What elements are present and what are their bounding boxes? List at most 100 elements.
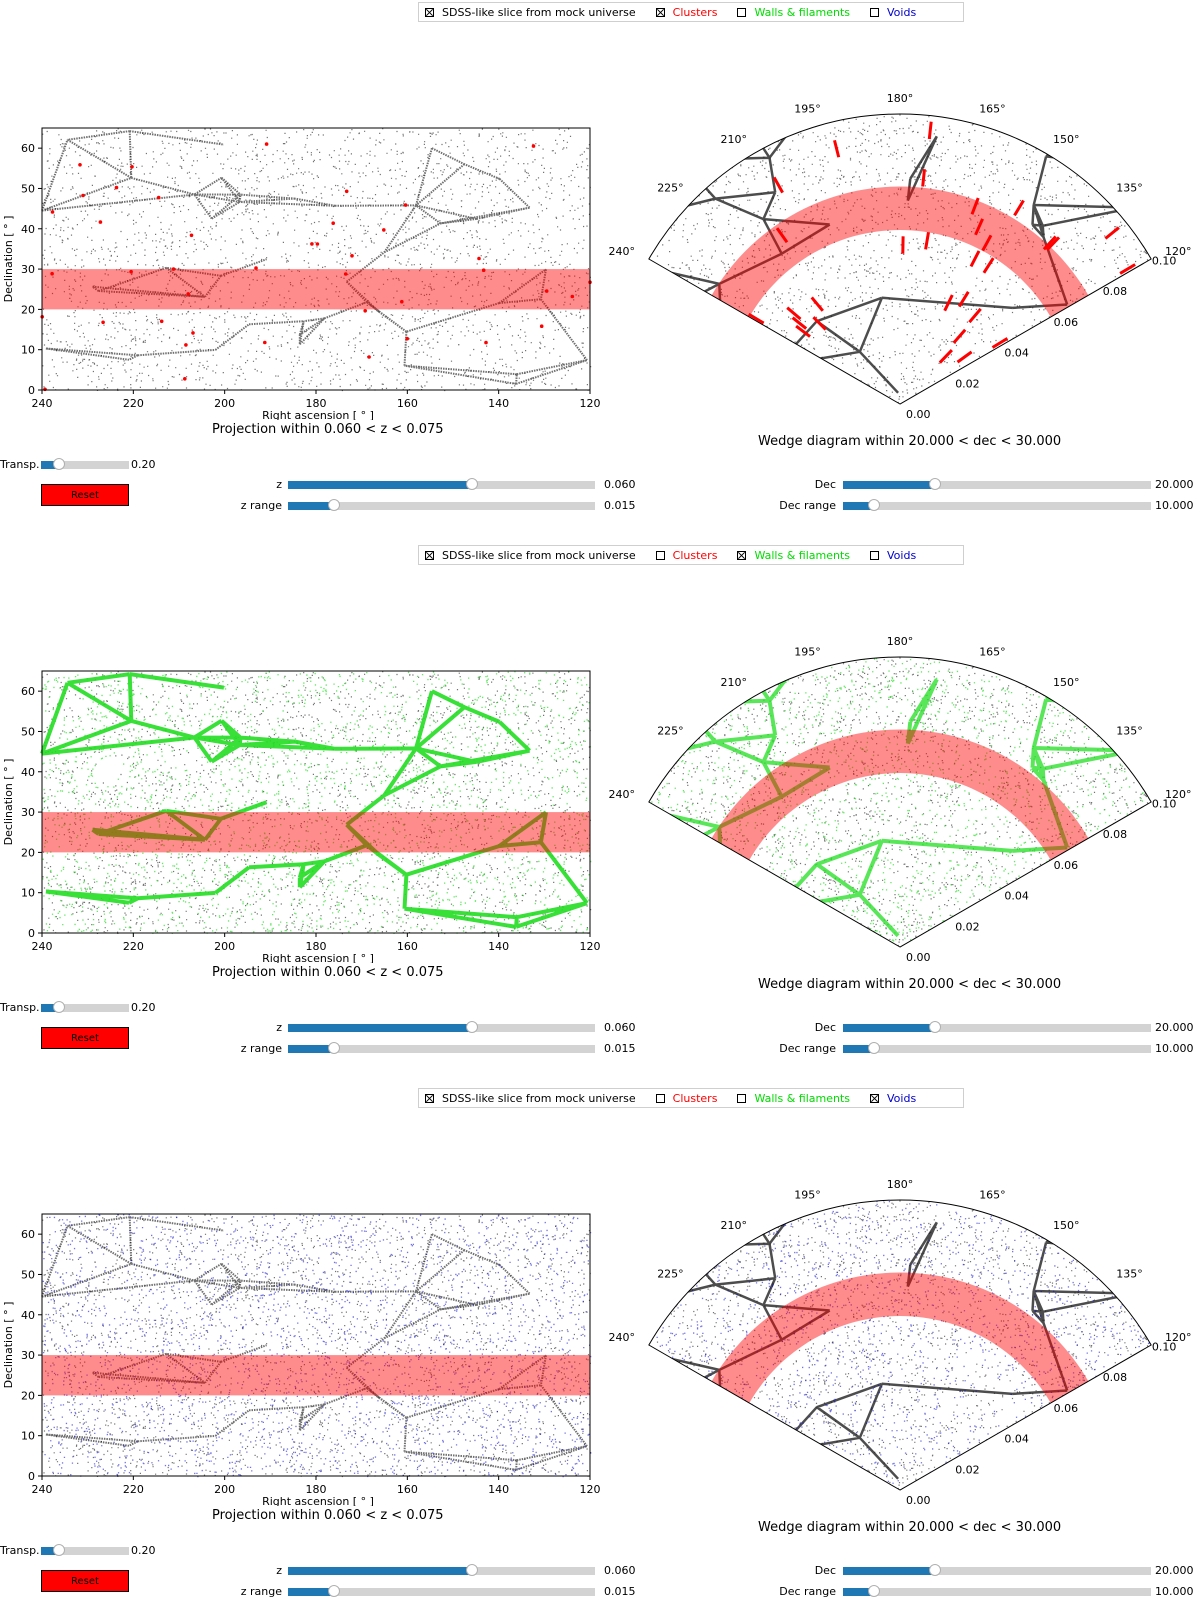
checkbox-voids[interactable] [870, 551, 879, 560]
zrange-slider[interactable] [288, 1588, 595, 1596]
decrange-slider-value: 10.000 [1155, 499, 1194, 512]
wedge-radial-label: 0.00 [906, 951, 931, 964]
reset-button[interactable]: Reset [41, 1570, 129, 1592]
checkbox-sdss[interactable] [425, 1094, 434, 1103]
wedge-angle-label: 135° [1116, 1268, 1143, 1281]
wedge-ticks: 240°225°210°195°180°165°150°135°120°0.00… [609, 635, 1192, 964]
zrange-slider-handle[interactable] [328, 1042, 340, 1054]
projection-points [40, 128, 591, 391]
projection-cluster-point [51, 210, 55, 214]
transp-slider-value: 0.20 [131, 1544, 156, 1557]
projection-cluster-point [265, 142, 269, 146]
projection-xtick-label: 140 [488, 397, 509, 410]
projection-title: Projection within 0.060 < z < 0.075 [212, 1508, 444, 1523]
projection-galaxy-points [42, 128, 591, 391]
checkbox-walls[interactable] [737, 1094, 746, 1103]
z-slider-handle[interactable] [466, 478, 478, 490]
z-slider[interactable] [288, 481, 595, 489]
wedge-plot[interactable]: 240°225°210°195°180°165°150°135°120°0.00… [600, 85, 1200, 435]
projection-title: Projection within 0.060 < z < 0.075 [212, 965, 444, 980]
decrange-slider[interactable] [843, 502, 1151, 510]
wedge-radial-label: 0.04 [1004, 1433, 1029, 1446]
zrange-slider-handle[interactable] [328, 1585, 340, 1597]
projection-ytick-label: 10 [21, 344, 35, 357]
zrange-slider[interactable] [288, 502, 595, 510]
zrange-slider-value: 0.015 [604, 1042, 636, 1055]
wedge-void-points [610, 1200, 1191, 1491]
transp-slider-handle[interactable] [53, 1001, 65, 1013]
reset-button[interactable]: Reset [41, 484, 129, 506]
z-slider[interactable] [288, 1024, 595, 1032]
transp-slider[interactable] [41, 1004, 129, 1012]
z-slider[interactable] [288, 1567, 595, 1575]
projection-cluster-point [310, 242, 314, 246]
wedge-angle-label: 135° [1116, 725, 1143, 738]
projection-xtick-label: 240 [32, 940, 53, 953]
wedge-cluster-mark [958, 352, 972, 362]
zrange-slider[interactable] [288, 1045, 595, 1053]
dec-slider[interactable] [843, 1024, 1151, 1032]
dec-slider[interactable] [843, 1567, 1151, 1575]
wedge-title: Wedge diagram within 20.000 < dec < 30.0… [758, 977, 1061, 992]
projection-cluster-point [99, 220, 103, 224]
zrange-slider-label: z range [200, 1585, 282, 1598]
projection-axes-frame [42, 128, 590, 390]
projection-cluster-point [316, 242, 320, 246]
wedge-plot[interactable]: 240°225°210°195°180°165°150°135°120°0.00… [600, 1171, 1200, 1521]
projection-cluster-point [477, 257, 481, 261]
checkbox-walls[interactable] [737, 551, 746, 560]
checkbox-clusters[interactable] [656, 551, 665, 560]
z-slider-fill [288, 481, 472, 489]
legend-sdss-label: SDSS-like slice from mock universe [442, 549, 636, 562]
dec-slider-value: 20.000 [1155, 1564, 1194, 1577]
projection-cluster-point [532, 144, 536, 148]
checkbox-voids[interactable] [870, 8, 879, 17]
legend-walls-label: Walls & filaments [754, 6, 850, 19]
decrange-slider[interactable] [843, 1588, 1151, 1596]
transp-slider-handle[interactable] [53, 1544, 65, 1556]
checkbox-voids[interactable] [870, 1094, 879, 1103]
transp-slider[interactable] [41, 461, 129, 469]
projection-xtick-label: 120 [580, 1483, 601, 1496]
projection-cluster-point [404, 203, 408, 207]
dec-slider-handle[interactable] [929, 1021, 941, 1033]
projection-cluster-point [157, 196, 161, 200]
wedge-angle-label: 180° [887, 1178, 914, 1191]
dec-slider-label: Dec [740, 478, 836, 491]
transp-slider-handle[interactable] [53, 458, 65, 470]
checkbox-clusters[interactable] [656, 1094, 665, 1103]
projection-ytick-label: 20 [21, 1389, 35, 1402]
wedge-radial-label: 0.10 [1152, 797, 1177, 810]
z-slider-handle[interactable] [466, 1021, 478, 1033]
z-slider-handle[interactable] [466, 1564, 478, 1576]
transp-slider[interactable] [41, 1547, 129, 1555]
decrange-slider-handle[interactable] [868, 1042, 880, 1054]
decrange-slider-handle[interactable] [868, 499, 880, 511]
projection-xtick-label: 160 [397, 940, 418, 953]
checkbox-sdss[interactable] [425, 8, 434, 17]
decrange-slider-handle[interactable] [868, 1585, 880, 1597]
z-slider-value: 0.060 [604, 1021, 636, 1034]
wedge-angle-label: 195° [794, 103, 821, 116]
dec-slider-handle[interactable] [929, 478, 941, 490]
decrange-slider[interactable] [843, 1045, 1151, 1053]
projection-ytick-label: 50 [21, 725, 35, 738]
z-slider-fill [288, 1567, 472, 1575]
wedge-plot[interactable]: 240°225°210°195°180°165°150°135°120°0.00… [600, 628, 1200, 978]
dec-slider[interactable] [843, 481, 1151, 489]
dec-slider-handle[interactable] [929, 1564, 941, 1576]
wedge-points [610, 1200, 1191, 1491]
projection-ytick-label: 50 [21, 182, 35, 195]
wedge-angle-label: 180° [887, 92, 914, 105]
checkbox-walls[interactable] [737, 8, 746, 17]
wedge-cluster-mark [923, 169, 925, 186]
reset-button[interactable]: Reset [41, 1027, 129, 1049]
checkbox-clusters[interactable] [656, 8, 665, 17]
projection-cluster-point [191, 331, 195, 335]
projection-ytick-label: 20 [21, 303, 35, 316]
checkbox-sdss[interactable] [425, 551, 434, 560]
zrange-slider-handle[interactable] [328, 499, 340, 511]
